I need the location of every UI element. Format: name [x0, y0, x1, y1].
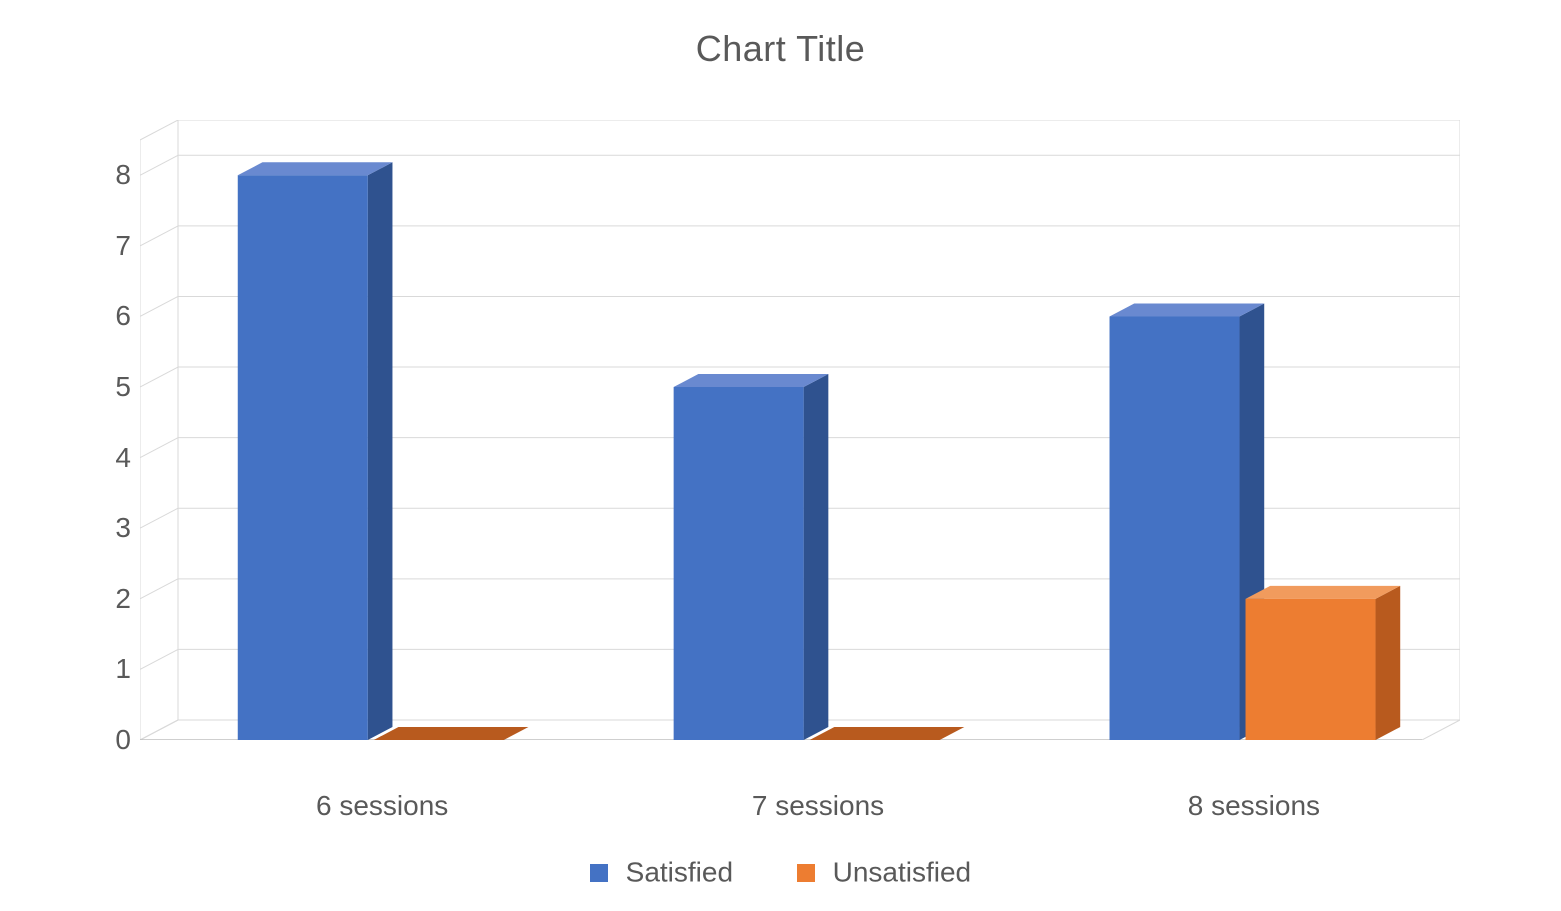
y-tick-label: 3: [61, 514, 131, 542]
legend: Satisfied Unsatisfied: [0, 855, 1561, 889]
y-tick-label: 6: [61, 302, 131, 330]
x-category-label: 7 sessions: [752, 790, 884, 822]
plot-svg: [140, 120, 1460, 740]
legend-label-satisfied: Satisfied: [626, 857, 733, 888]
legend-item-unsatisfied: Unsatisfied: [797, 855, 971, 889]
chart-container: Chart Title 0 1 2 3 4 5 6 7 8 6 sessions 7 sessio…: [0, 0, 1561, 911]
legend-label-unsatisfied: Unsatisfied: [833, 857, 972, 888]
y-tick-label: 4: [61, 444, 131, 472]
x-category-label: 6 sessions: [316, 790, 448, 822]
plot-area: [140, 120, 1460, 740]
y-tick-label: 1: [61, 655, 131, 683]
y-tick-label: 7: [61, 232, 131, 260]
legend-swatch-unsatisfied: [797, 864, 815, 882]
chart-title: Chart Title: [0, 28, 1561, 70]
y-tick-label: 2: [61, 585, 131, 613]
y-tick-label: 0: [61, 726, 131, 754]
legend-item-satisfied: Satisfied: [590, 855, 733, 889]
x-category-label: 8 sessions: [1188, 790, 1320, 822]
y-tick-label: 5: [61, 373, 131, 401]
legend-swatch-satisfied: [590, 864, 608, 882]
y-tick-label: 8: [61, 161, 131, 189]
